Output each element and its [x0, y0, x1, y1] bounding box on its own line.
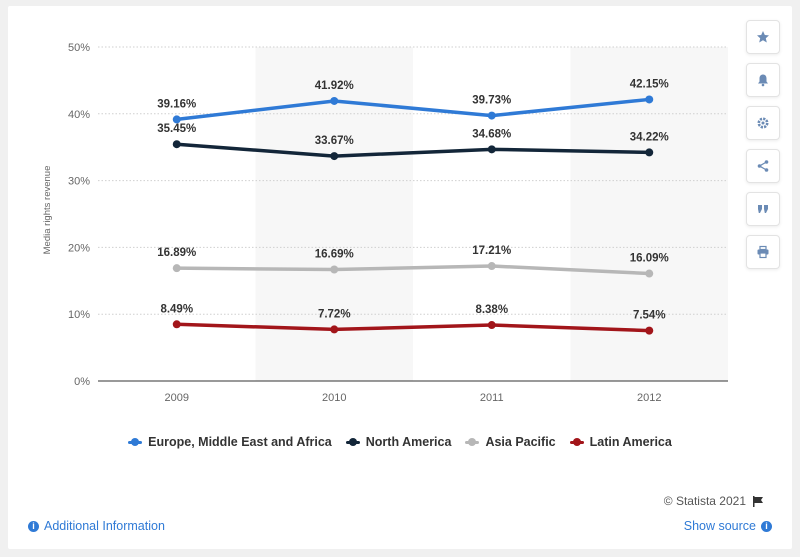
data-point-latin-america — [487, 321, 496, 330]
data-point-asia-pacific — [487, 262, 496, 271]
notification-button[interactable] — [746, 63, 780, 97]
series-line-latin-america — [175, 322, 651, 333]
y-tick-label: 10% — [68, 309, 90, 321]
legend-swatch-north-america — [345, 437, 360, 446]
data-label-europe-middle-east-and-africa: 41.92% — [315, 80, 354, 92]
data-labels: 39.16% 41.92% 39.73% 42.15% 35.45% 33.67% 34.6… — [157, 78, 669, 321]
y-tick-label: 50% — [68, 42, 90, 54]
legend-item-latin-america[interactable]: Latin America — [569, 435, 672, 449]
legend-label-north-america: North America — [365, 435, 452, 449]
gridlines — [98, 46, 728, 382]
legend-item-emea[interactable]: Europe, Middle East and Africa — [128, 435, 332, 449]
series-line-asia-pacific — [175, 264, 651, 276]
y-axis-label: Media rights revenue — [42, 166, 53, 255]
data-label-north-america: 34.68% — [472, 128, 511, 140]
series-line-north-america — [175, 142, 651, 158]
print-icon — [757, 245, 769, 259]
legend-item-north-america[interactable]: North America — [345, 435, 452, 449]
data-label-latin-america: 7.54% — [633, 310, 666, 322]
favorite-button[interactable] — [746, 20, 780, 54]
data-point-north-america — [330, 152, 339, 161]
x-tick-label: 2009 — [165, 392, 189, 404]
show-source-link[interactable]: Show source i — [684, 519, 772, 533]
y-axis-ticks: 0% 10% 20% 30% 40% 50% — [68, 42, 90, 388]
info-icon: i — [28, 520, 39, 532]
data-point-europe-middle-east-and-africa — [487, 111, 496, 120]
gear-icon — [757, 117, 769, 129]
y-tick-label: 20% — [68, 242, 90, 254]
star-icon — [757, 31, 769, 43]
data-point-north-america — [487, 145, 496, 154]
info-icon: i — [761, 520, 772, 532]
data-point-latin-america — [330, 325, 339, 334]
line-chart: 0% 10% 20% 30% 40% 50% 2009 2010 2011 2012 Media… — [42, 42, 728, 404]
flag-icon[interactable] — [752, 495, 764, 507]
toolbar — [746, 20, 780, 278]
data-point-europe-middle-east-and-africa — [330, 96, 339, 105]
x-tick-label: 2011 — [480, 392, 504, 404]
legend-label-emea: Europe, Middle East and Africa — [148, 435, 332, 449]
data-point-north-america — [172, 140, 181, 149]
additional-information-label: Additional Information — [44, 519, 165, 533]
data-point-latin-america — [645, 326, 654, 335]
data-label-latin-america: 8.38% — [475, 304, 508, 316]
additional-information-link[interactable]: i Additional Information — [28, 519, 165, 533]
legend: Europe, Middle East and Africa North Ame… — [8, 435, 792, 449]
data-point-asia-pacific — [645, 269, 654, 278]
chart-card: 0% 10% 20% 30% 40% 50% 2009 2010 2011 2012 Media… — [8, 6, 792, 549]
data-point-europe-middle-east-and-africa — [172, 115, 181, 124]
data-label-europe-middle-east-and-africa: 39.73% — [472, 95, 511, 107]
data-label-asia-pacific: 17.21% — [472, 245, 511, 257]
data-label-latin-america: 7.72% — [318, 308, 351, 320]
data-point-asia-pacific — [330, 265, 339, 274]
data-label-europe-middle-east-and-africa: 42.15% — [630, 78, 669, 90]
share-button[interactable] — [746, 149, 780, 183]
y-tick-label: 30% — [68, 176, 90, 188]
data-label-europe-middle-east-and-africa: 39.16% — [157, 98, 196, 110]
cite-button[interactable] — [746, 192, 780, 226]
x-tick-label: 2012 — [637, 392, 661, 404]
data-point-europe-middle-east-and-africa — [645, 95, 654, 104]
legend-swatch-latin-america — [569, 437, 584, 446]
series-line-europe-middle-east-and-africa — [175, 97, 651, 122]
data-point-latin-america — [172, 320, 181, 329]
legend-label-asia-pacific: Asia Pacific — [485, 435, 556, 449]
x-tick-label: 2010 — [322, 392, 346, 404]
print-button[interactable] — [746, 235, 780, 269]
quote-icon — [758, 205, 768, 213]
settings-button[interactable] — [746, 106, 780, 140]
copyright: © Statista 2021 — [664, 494, 764, 508]
legend-label-latin-america: Latin America — [589, 435, 672, 449]
data-label-north-america: 34.22% — [630, 131, 669, 143]
legend-item-asia-pacific[interactable]: Asia Pacific — [465, 435, 556, 449]
share-icon — [757, 160, 769, 172]
data-label-north-america: 35.45% — [157, 123, 196, 135]
series-group — [172, 95, 654, 335]
data-label-latin-america: 8.49% — [160, 303, 193, 315]
y-tick-label: 0% — [74, 376, 90, 388]
show-source-label: Show source — [683, 519, 756, 533]
x-axis-ticks: 2009 2010 2011 2012 — [165, 392, 662, 404]
data-label-north-america: 33.67% — [315, 135, 354, 147]
copyright-text: © Statista 2021 — [663, 494, 746, 508]
data-label-asia-pacific: 16.69% — [315, 249, 354, 261]
data-point-asia-pacific — [172, 264, 181, 273]
data-label-asia-pacific: 16.89% — [157, 247, 196, 259]
y-tick-label: 40% — [68, 109, 90, 121]
legend-swatch-asia-pacific — [465, 437, 480, 446]
legend-swatch-emea — [128, 437, 143, 446]
bell-icon — [758, 74, 768, 87]
data-label-asia-pacific: 16.09% — [630, 253, 669, 265]
data-point-north-america — [645, 148, 654, 157]
